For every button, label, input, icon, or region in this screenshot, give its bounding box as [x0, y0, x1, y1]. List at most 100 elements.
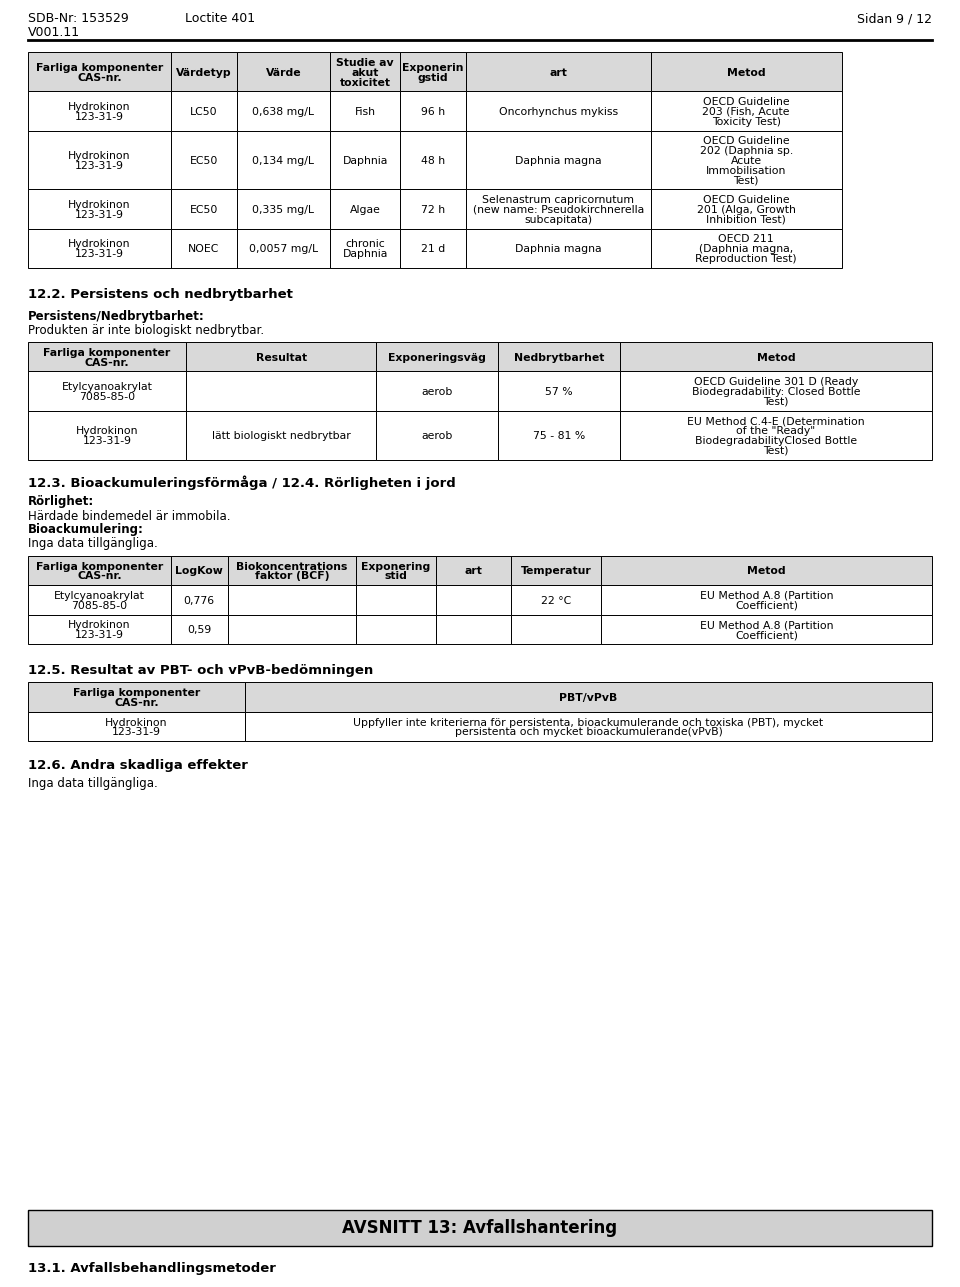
- Text: 22 °C: 22 °C: [540, 596, 571, 606]
- Text: Immobilisation: Immobilisation: [706, 166, 786, 176]
- Text: Hydrokinon: Hydrokinon: [106, 717, 168, 727]
- Text: persistenta och mycket bioackumulerande(vPvB): persistenta och mycket bioackumulerande(…: [454, 727, 723, 737]
- Text: 123-31-9: 123-31-9: [75, 250, 124, 259]
- Bar: [28, 189, 171, 229]
- Text: SDB-Nr: 153529: SDB-Nr: 153529: [28, 12, 129, 24]
- Bar: [400, 189, 466, 229]
- Bar: [28, 342, 186, 371]
- Bar: [466, 189, 651, 229]
- Text: CAS-nr.: CAS-nr.: [77, 72, 122, 82]
- Text: NOEC: NOEC: [188, 245, 220, 255]
- Bar: [400, 91, 466, 130]
- Bar: [356, 586, 436, 614]
- Text: 201 (Alga, Growth: 201 (Alga, Growth: [697, 205, 796, 215]
- Bar: [237, 91, 330, 130]
- Text: Inhibition Test): Inhibition Test): [707, 215, 786, 225]
- Text: 0,134 mg/L: 0,134 mg/L: [252, 156, 314, 166]
- Text: OECD Guideline: OECD Guideline: [703, 196, 789, 205]
- Bar: [511, 586, 601, 614]
- Text: EU Method A.8 (Partition: EU Method A.8 (Partition: [700, 591, 833, 601]
- Text: Persistens/Nedbrytbarhet:: Persistens/Nedbrytbarhet:: [28, 310, 204, 323]
- Text: Uppfyller inte kriterierna för persistenta, bioackumulerande och toxiska (PBT), : Uppfyller inte kriterierna för persisten…: [353, 717, 824, 727]
- Text: CAS-nr.: CAS-nr.: [114, 698, 158, 708]
- Bar: [356, 614, 436, 644]
- Text: Test): Test): [733, 175, 759, 185]
- Text: Nedbrytbarhet: Nedbrytbarhet: [514, 353, 604, 363]
- Text: 0,776: 0,776: [183, 596, 215, 606]
- Bar: [400, 51, 466, 91]
- Text: Oncorhynchus mykiss: Oncorhynchus mykiss: [498, 107, 617, 117]
- Text: 0,638 mg/L: 0,638 mg/L: [252, 107, 314, 117]
- Bar: [620, 342, 932, 371]
- Bar: [171, 556, 228, 586]
- Bar: [228, 556, 356, 586]
- Text: Algae: Algae: [349, 205, 380, 215]
- Bar: [511, 556, 601, 586]
- Text: Etylcyanoakrylat: Etylcyanoakrylat: [54, 591, 145, 601]
- Text: LC50: LC50: [190, 107, 218, 117]
- Text: Inga data tillgängliga.: Inga data tillgängliga.: [28, 538, 157, 551]
- Bar: [601, 586, 932, 614]
- Text: Daphnia magna: Daphnia magna: [515, 156, 602, 166]
- Text: OECD Guideline: OECD Guideline: [703, 136, 789, 147]
- Text: EC50: EC50: [190, 205, 218, 215]
- Bar: [498, 411, 620, 459]
- Bar: [498, 342, 620, 371]
- Bar: [171, 51, 237, 91]
- Text: 75 - 81 %: 75 - 81 %: [533, 431, 586, 441]
- Text: Metod: Metod: [756, 353, 796, 363]
- Bar: [186, 411, 376, 459]
- Bar: [237, 130, 330, 189]
- Text: Resultat: Resultat: [255, 353, 306, 363]
- Bar: [228, 586, 356, 614]
- Bar: [171, 614, 228, 644]
- Text: Daphnia magna: Daphnia magna: [515, 245, 602, 255]
- Text: akut: akut: [351, 68, 379, 77]
- Text: 0,0057 mg/L: 0,0057 mg/L: [249, 245, 318, 255]
- Bar: [620, 371, 932, 411]
- Bar: [436, 556, 511, 586]
- Bar: [330, 51, 400, 91]
- Bar: [171, 130, 237, 189]
- Text: Test): Test): [763, 396, 789, 407]
- Text: Hydrokinon: Hydrokinon: [68, 620, 131, 631]
- Text: BiodegradabilityClosed Bottle: BiodegradabilityClosed Bottle: [695, 436, 857, 447]
- Bar: [28, 51, 171, 91]
- Bar: [436, 586, 511, 614]
- Text: 123-31-9: 123-31-9: [112, 727, 161, 737]
- Bar: [651, 51, 842, 91]
- Bar: [651, 229, 842, 268]
- Text: 12.5. Resultat av PBT- och vPvB-bedömningen: 12.5. Resultat av PBT- och vPvB-bedömnin…: [28, 664, 373, 677]
- Text: 202 (Daphnia sp.: 202 (Daphnia sp.: [700, 147, 793, 156]
- Bar: [356, 556, 436, 586]
- Text: faktor (BCF): faktor (BCF): [254, 571, 329, 582]
- Text: Biokoncentrations: Biokoncentrations: [236, 561, 348, 571]
- Text: EU Method A.8 (Partition: EU Method A.8 (Partition: [700, 620, 833, 631]
- Bar: [376, 371, 498, 411]
- Text: 123-31-9: 123-31-9: [83, 436, 132, 447]
- Text: (Daphnia magna,: (Daphnia magna,: [699, 245, 793, 255]
- Bar: [28, 130, 171, 189]
- Text: Biodegradability: Closed Bottle: Biodegradability: Closed Bottle: [692, 387, 860, 396]
- Text: gstid: gstid: [418, 72, 448, 82]
- Text: art: art: [549, 68, 567, 77]
- Text: PBT/vPvB: PBT/vPvB: [560, 692, 617, 703]
- Bar: [400, 130, 466, 189]
- Text: OECD Guideline: OECD Guideline: [703, 98, 789, 107]
- Bar: [511, 614, 601, 644]
- Text: LogKow: LogKow: [176, 566, 223, 577]
- Bar: [186, 371, 376, 411]
- Bar: [376, 342, 498, 371]
- Text: Värdetyp: Värdetyp: [176, 68, 231, 77]
- Text: Metod: Metod: [727, 68, 765, 77]
- Text: Coefficient): Coefficient): [735, 631, 798, 640]
- Text: Hydrokinon: Hydrokinon: [76, 426, 138, 436]
- Text: Rörlighet:: Rörlighet:: [28, 495, 94, 508]
- Text: 21 d: 21 d: [420, 245, 445, 255]
- Bar: [651, 91, 842, 130]
- Bar: [330, 130, 400, 189]
- Text: EU Method C.4-E (Determination: EU Method C.4-E (Determination: [687, 417, 865, 426]
- Text: Acute: Acute: [731, 156, 762, 166]
- Bar: [28, 91, 171, 130]
- Bar: [651, 130, 842, 189]
